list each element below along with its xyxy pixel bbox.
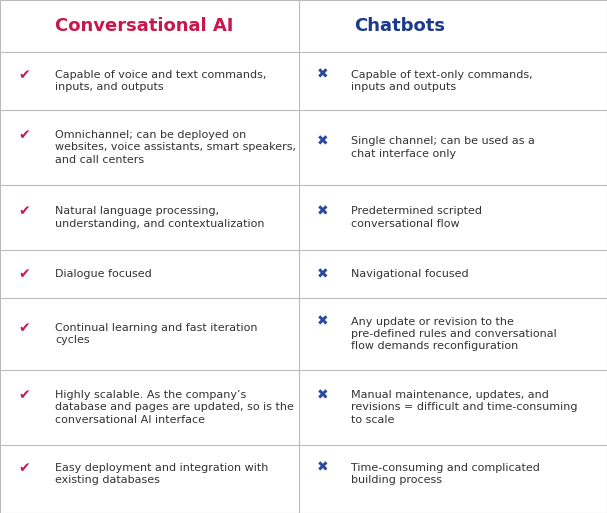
Text: Omnichannel; can be deployed on: Omnichannel; can be deployed on [55, 130, 246, 140]
Text: Navigational focused: Navigational focused [351, 269, 469, 279]
Text: Chatbots: Chatbots [354, 17, 446, 35]
Text: ✖: ✖ [317, 461, 329, 475]
Text: ✔: ✔ [18, 321, 30, 335]
Text: Single channel; can be used as a: Single channel; can be used as a [351, 136, 535, 146]
Text: Any update or revision to the: Any update or revision to the [351, 317, 514, 327]
Text: ✖: ✖ [317, 267, 329, 281]
Text: existing databases: existing databases [55, 475, 160, 485]
Text: ✔: ✔ [18, 461, 30, 475]
Text: Predetermined scripted: Predetermined scripted [351, 206, 482, 216]
Text: chat interface only: chat interface only [351, 149, 456, 159]
Text: Conversational AI: Conversational AI [55, 17, 233, 35]
Text: ✔: ✔ [18, 267, 30, 281]
Text: ✖: ✖ [317, 68, 329, 82]
Text: Easy deployment and integration with: Easy deployment and integration with [55, 463, 268, 473]
Text: revisions = difficult and time-consuming: revisions = difficult and time-consuming [351, 403, 578, 412]
Text: and call centers: and call centers [55, 155, 144, 165]
Text: Natural language processing,: Natural language processing, [55, 206, 219, 216]
Text: understanding, and contextualization: understanding, and contextualization [55, 219, 265, 229]
Text: Capable of voice and text commands,: Capable of voice and text commands, [55, 70, 266, 80]
Text: ✖: ✖ [317, 314, 329, 329]
Text: Continual learning and fast iteration: Continual learning and fast iteration [55, 323, 257, 333]
Text: pre-defined rules and conversational: pre-defined rules and conversational [351, 329, 557, 339]
Text: ✔: ✔ [18, 204, 30, 219]
Text: ✔: ✔ [18, 68, 30, 82]
Text: ✔: ✔ [18, 388, 30, 402]
Text: flow demands reconfiguration: flow demands reconfiguration [351, 341, 518, 351]
Text: cycles: cycles [55, 335, 90, 345]
Text: ✖: ✖ [317, 388, 329, 402]
Text: conversational flow: conversational flow [351, 219, 460, 229]
Text: ✖: ✖ [317, 204, 329, 219]
Text: Highly scalable. As the company’s: Highly scalable. As the company’s [55, 390, 246, 400]
Text: ✔: ✔ [18, 128, 30, 142]
Text: websites, voice assistants, smart speakers,: websites, voice assistants, smart speake… [55, 143, 296, 152]
Text: Time-consuming and complicated: Time-consuming and complicated [351, 463, 540, 473]
Text: inputs, and outputs: inputs, and outputs [55, 82, 164, 92]
Text: Capable of text-only commands,: Capable of text-only commands, [351, 70, 533, 80]
Text: to scale: to scale [351, 415, 395, 425]
Text: Dialogue focused: Dialogue focused [55, 269, 152, 279]
Text: building process: building process [351, 475, 443, 485]
Text: database and pages are updated, so is the: database and pages are updated, so is th… [55, 403, 294, 412]
Text: ✖: ✖ [317, 134, 329, 148]
Text: conversational AI interface: conversational AI interface [55, 415, 205, 425]
Text: Manual maintenance, updates, and: Manual maintenance, updates, and [351, 390, 549, 400]
Text: inputs and outputs: inputs and outputs [351, 82, 456, 92]
